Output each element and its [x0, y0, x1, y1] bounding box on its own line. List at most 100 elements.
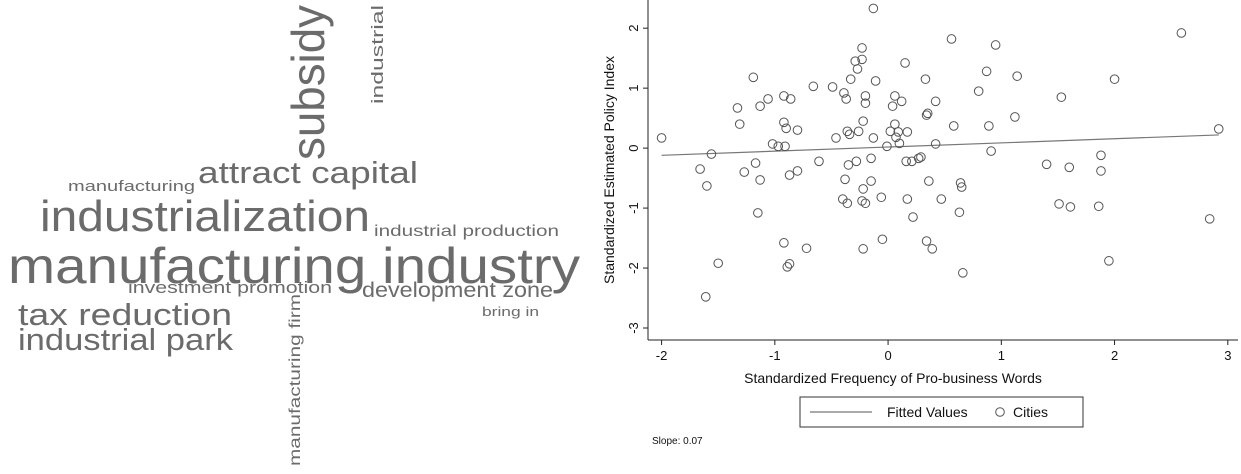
- point: [706, 149, 717, 159]
- x-tick-label: -1: [769, 348, 781, 363]
- point: [1213, 124, 1224, 134]
- point: [870, 76, 881, 86]
- point: [896, 96, 907, 107]
- point: [843, 160, 854, 170]
- point: [922, 108, 933, 119]
- point: [894, 138, 905, 149]
- point: [842, 126, 853, 137]
- point: [700, 292, 711, 302]
- point: [858, 244, 868, 254]
- point: [916, 152, 926, 162]
- point: [956, 182, 967, 192]
- word: industrial park: [18, 322, 234, 357]
- point: [954, 207, 965, 218]
- point: [858, 116, 868, 126]
- point: [907, 156, 917, 167]
- point: [866, 153, 876, 164]
- point: [1104, 256, 1114, 266]
- point: [839, 88, 849, 98]
- point: [831, 133, 841, 143]
- point: [930, 96, 941, 107]
- point: [781, 123, 791, 134]
- point: [857, 196, 867, 206]
- point: [887, 101, 898, 111]
- point: [1096, 150, 1106, 161]
- point: [1056, 92, 1067, 102]
- point: [702, 181, 712, 191]
- x-tick-label: 2: [1111, 348, 1118, 363]
- word: investment promotion: [128, 278, 332, 297]
- annotation: Slope: 0.07: [652, 436, 703, 447]
- word: subsidy: [282, 5, 334, 160]
- point: [890, 91, 900, 101]
- point: [893, 127, 904, 137]
- point: [841, 94, 851, 104]
- point: [814, 156, 824, 167]
- point: [782, 262, 793, 272]
- point: [882, 141, 892, 152]
- point: [877, 234, 888, 245]
- point: [1064, 162, 1075, 173]
- point: [936, 194, 947, 204]
- point: [902, 194, 913, 204]
- point: [973, 86, 984, 96]
- point: [890, 119, 900, 129]
- y-tick-label: 0: [626, 144, 641, 151]
- point: [713, 258, 724, 269]
- point: [948, 121, 959, 131]
- point: [857, 54, 867, 65]
- point: [1204, 214, 1215, 224]
- point: [780, 141, 790, 152]
- point: [779, 91, 789, 101]
- point: [866, 176, 876, 186]
- point: [921, 110, 932, 120]
- y-tick-label: 2: [626, 25, 641, 32]
- point: [750, 158, 761, 168]
- point: [1176, 28, 1187, 38]
- word: manufacturing firm: [287, 294, 304, 466]
- point: [784, 170, 795, 180]
- point: [924, 176, 934, 186]
- point: [981, 66, 992, 77]
- point: [913, 153, 924, 164]
- word: attract capital: [198, 155, 418, 190]
- point: [1065, 202, 1076, 212]
- word: manufacturing industry: [8, 238, 580, 294]
- point: [868, 133, 879, 143]
- point: [955, 178, 966, 188]
- point: [732, 103, 743, 113]
- point: [908, 212, 918, 222]
- point: [1012, 71, 1022, 81]
- point: [852, 64, 863, 74]
- point: [860, 98, 871, 108]
- point: [748, 72, 759, 83]
- point: [1054, 199, 1064, 209]
- point: [901, 156, 911, 167]
- point: [930, 139, 941, 149]
- point: [792, 125, 803, 135]
- point: [990, 40, 1001, 50]
- point: [801, 243, 812, 254]
- point: [779, 238, 789, 248]
- y-tick-label: 1: [626, 85, 641, 92]
- point: [857, 43, 867, 53]
- point: [885, 126, 896, 137]
- point: [767, 139, 778, 149]
- point: [753, 208, 763, 218]
- point: [946, 34, 957, 44]
- point: [1096, 166, 1106, 176]
- point: [853, 126, 864, 137]
- y-tick-label: -2: [626, 262, 641, 274]
- point: [986, 146, 996, 156]
- point: [927, 244, 938, 254]
- word: industrial: [368, 5, 387, 104]
- word: bring in: [482, 304, 539, 319]
- point: [984, 121, 994, 131]
- point: [868, 3, 879, 14]
- word: industrialization: [40, 192, 370, 241]
- point: [842, 198, 853, 209]
- y-tick-label: -1: [626, 202, 641, 214]
- point: [755, 175, 765, 185]
